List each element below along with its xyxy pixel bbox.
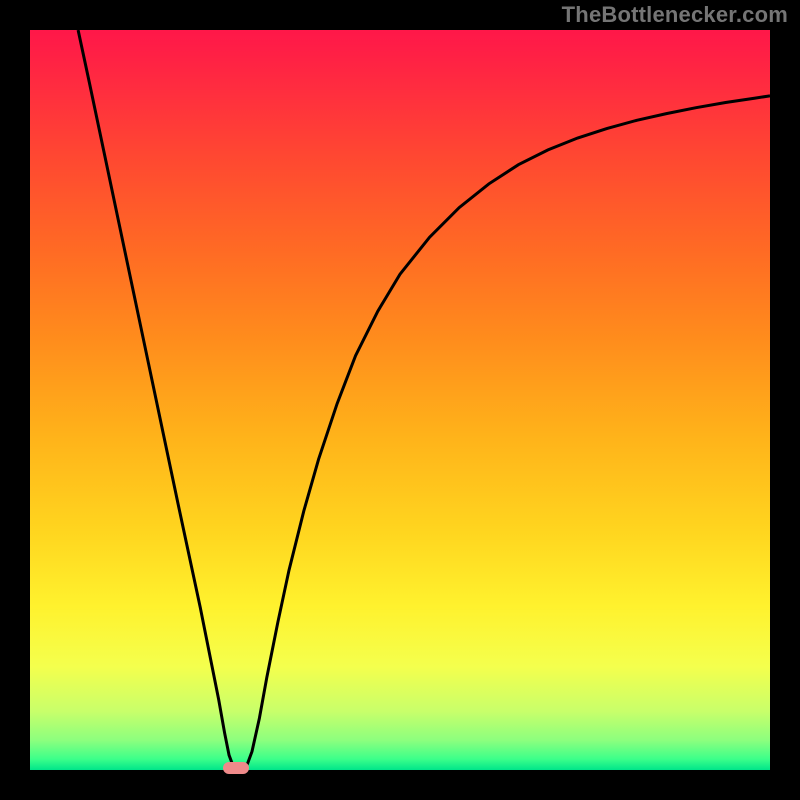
bottleneck-curve [30, 30, 770, 770]
plot-area [30, 30, 770, 770]
chart-container: TheBottlenecker.com [0, 0, 800, 800]
watermark-text: TheBottlenecker.com [562, 2, 788, 28]
optimal-point-marker [223, 762, 249, 774]
